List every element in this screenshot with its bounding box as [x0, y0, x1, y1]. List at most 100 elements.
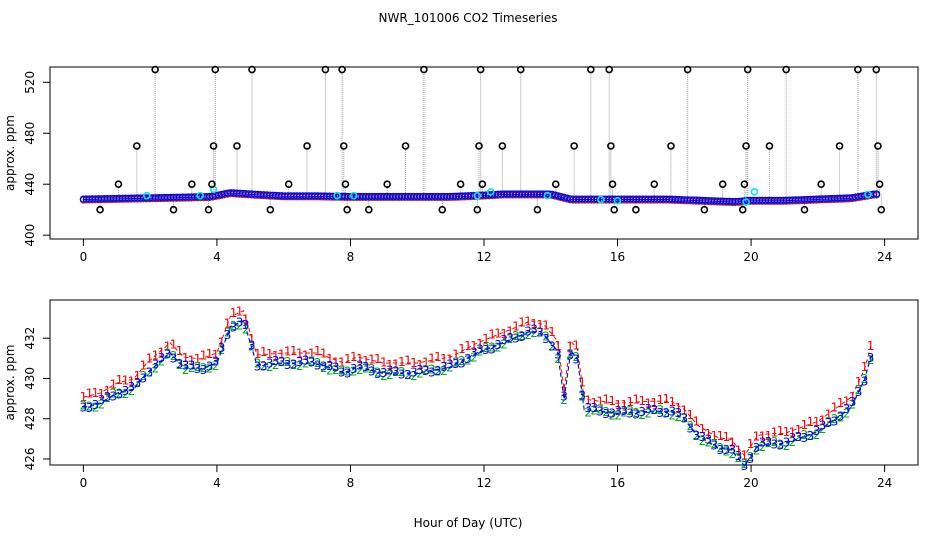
series-2-marker: 2 [170, 349, 178, 363]
series-1-marker: 1 [668, 395, 676, 409]
series-1-marker: 1 [398, 355, 406, 369]
series-2-marker: 2 [783, 439, 791, 453]
y-tick-label: 440 [23, 173, 37, 196]
series-2-marker: 2 [843, 407, 851, 421]
series-1-marker: 1 [182, 351, 190, 365]
series-3-marker: 3 [116, 388, 124, 402]
series-2-marker: 2 [506, 332, 514, 346]
series-3-marker: 3 [686, 422, 694, 436]
series-2-marker: 2 [494, 341, 502, 355]
series-3-marker: 3 [86, 401, 94, 415]
series-2-marker: 2 [668, 408, 676, 422]
calibration-point [872, 65, 881, 74]
series-2-marker: 2 [656, 403, 664, 417]
series-3-marker: 3 [494, 338, 502, 352]
series-1-marker: 1 [482, 332, 490, 346]
series-2-marker: 2 [326, 364, 334, 378]
figure-title: NWR_101006 CO2 Timeseries [379, 11, 558, 25]
series-3-marker: 3 [801, 431, 809, 445]
series-2-marker: 2 [741, 457, 749, 471]
series-1-marker: 1 [236, 305, 244, 319]
series-2-marker: 2 [723, 445, 731, 459]
series-2-marker: 2 [356, 363, 364, 377]
series-2-marker: 2 [512, 329, 520, 343]
series-1-marker: 1 [566, 340, 574, 354]
series-1-marker: 1 [428, 352, 436, 366]
calibration-point [204, 205, 213, 214]
series-1-marker: 1 [80, 390, 88, 404]
series-2-marker: 2 [440, 364, 448, 378]
series-1-marker: 1 [723, 430, 731, 444]
series-3-marker: 3 [813, 424, 821, 438]
series-3-marker: 3 [620, 404, 628, 418]
series-3-marker: 3 [188, 359, 196, 373]
series-2-marker: 2 [404, 368, 412, 382]
series-1-marker: 1 [506, 325, 514, 339]
series-1-marker: 1 [230, 306, 238, 320]
series-1-marker: 1 [194, 352, 202, 366]
series-3-marker: 3 [254, 359, 262, 373]
series-3-marker: 3 [218, 341, 226, 355]
series-3-marker: 3 [452, 357, 460, 371]
series-3-marker: 3 [656, 406, 664, 420]
series-1-marker: 1 [638, 394, 646, 408]
series-2-marker: 2 [680, 411, 688, 425]
series-3-marker: 3 [729, 442, 737, 456]
y-axis-label: approx. ppm [3, 345, 17, 421]
calibration-point [610, 205, 619, 214]
series-2-marker: 2 [110, 387, 118, 401]
series-2-marker: 2 [596, 403, 604, 417]
series-1-marker: 1 [699, 422, 707, 436]
series-3-marker: 3 [458, 356, 466, 370]
series-1-marker: 1 [386, 358, 394, 372]
series-1-marker: 1 [602, 393, 610, 407]
calibration-point [632, 205, 640, 214]
series-2-marker: 2 [422, 363, 430, 377]
series-2-marker: 2 [542, 329, 550, 343]
series-2-marker: 2 [398, 365, 406, 379]
calibration-point [473, 205, 482, 214]
series-2-marker: 2 [374, 366, 382, 380]
series-1-marker: 1 [554, 339, 562, 353]
fill-point [597, 195, 605, 204]
series-3-marker: 3 [590, 401, 598, 415]
series-1-marker: 1 [296, 346, 304, 360]
series-3-marker: 3 [668, 404, 676, 418]
x-tick-label: 24 [877, 476, 892, 490]
series-1-marker: 1 [843, 394, 851, 408]
series-3-marker: 3 [500, 333, 508, 347]
x-tick-label: 24 [877, 250, 892, 264]
series-1-marker: 1 [284, 344, 292, 358]
series-2-marker: 2 [284, 355, 292, 369]
calibration-point [817, 180, 825, 189]
series-3-marker: 3 [662, 406, 670, 420]
calibration-point [114, 180, 123, 189]
series-3-marker: 3 [164, 348, 172, 362]
calibration-point [587, 65, 595, 74]
series-1-marker: 1 [332, 355, 340, 369]
series-1-marker: 1 [254, 347, 262, 361]
series-3-marker: 3 [638, 405, 646, 419]
calibration-point [266, 205, 275, 214]
calibration-point [782, 65, 790, 74]
series-3-marker: 3 [200, 363, 208, 377]
series-1-marker: 1 [831, 400, 839, 414]
series-3-marker: 3 [680, 412, 688, 426]
series-2-marker: 2 [86, 399, 94, 413]
series-3-marker: 3 [146, 366, 154, 380]
calibration-point [169, 205, 178, 214]
series-2-marker: 2 [819, 422, 827, 436]
series-1-marker: 1 [765, 429, 773, 443]
calibration-point [718, 180, 727, 189]
series-3-marker: 3 [224, 328, 232, 342]
series-2-marker: 2 [92, 400, 100, 414]
series-2-marker: 2 [452, 356, 460, 370]
series-3-marker: 3 [699, 430, 707, 444]
series-3-marker: 3 [614, 404, 622, 418]
series-3-marker: 3 [831, 414, 839, 428]
calibration-point [420, 65, 428, 74]
series-3-marker: 3 [861, 374, 869, 388]
series-1-marker: 1 [705, 427, 713, 441]
x-tick-label: 4 [213, 250, 221, 264]
series-1-marker: 1 [644, 396, 652, 410]
